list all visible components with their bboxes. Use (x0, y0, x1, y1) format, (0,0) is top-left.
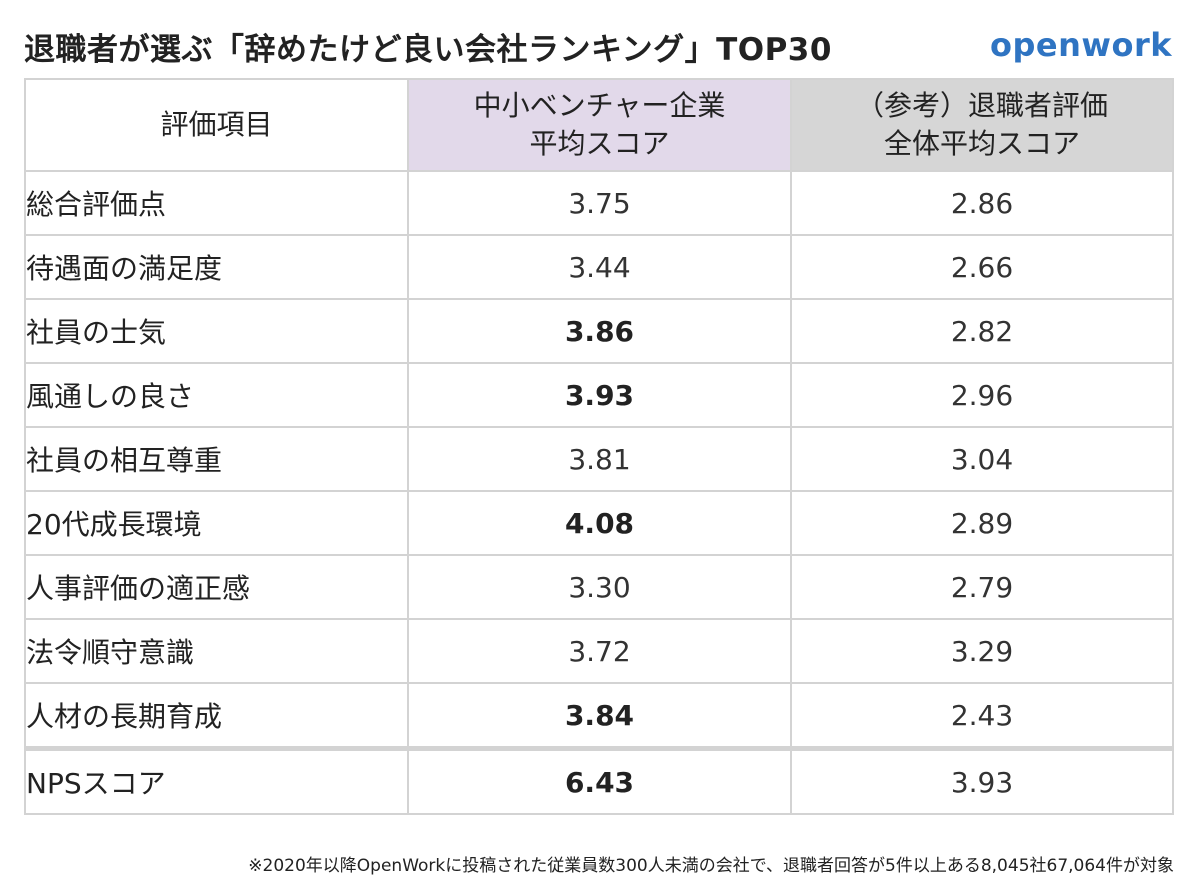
table-header-row: 評価項目 中小ベンチャー企業 平均スコア （参考）退職者評価 全体平均スコア (24, 78, 1174, 172)
table-row: 社員の相互尊重 3.81 3.04 (24, 426, 1174, 492)
venture-score: 3.30 (407, 554, 792, 620)
venture-score: 3.81 (407, 426, 792, 492)
venture-score: 3.84 (407, 682, 792, 750)
header-item-label: 評価項目 (160, 108, 273, 141)
overall-score: 2.82 (790, 298, 1174, 364)
overall-score: 3.04 (790, 426, 1174, 492)
openwork-logo: openwork (990, 26, 1172, 64)
row-label: 風通しの良さ (24, 362, 409, 428)
table-row: 総合評価点 3.75 2.86 (24, 170, 1174, 236)
row-label: 法令順守意識 (24, 618, 409, 684)
table-row: 20代成長環境 4.08 2.89 (24, 490, 1174, 556)
table-row: 法令順守意識 3.72 3.29 (24, 618, 1174, 684)
table-row: 社員の士気 3.86 2.82 (24, 298, 1174, 364)
overall-score: 3.93 (790, 746, 1174, 815)
footnote: ※2020年以降OpenWorkに投稿された従業員数300人未満の会社で、退職者… (248, 856, 1174, 876)
row-label: NPSスコア (24, 746, 409, 815)
header-venture-line2: 平均スコア (529, 127, 670, 160)
venture-score: 3.93 (407, 362, 792, 428)
page-title: 退職者が選ぶ「辞めたけど良い会社ランキング」TOP30 (24, 32, 832, 68)
venture-score: 3.72 (407, 618, 792, 684)
venture-score: 4.08 (407, 490, 792, 556)
row-label: 社員の士気 (24, 298, 409, 364)
overall-score: 3.29 (790, 618, 1174, 684)
venture-score: 6.43 (407, 746, 792, 815)
table-row-nps: NPSスコア 6.43 3.93 (24, 746, 1174, 815)
overall-score: 2.89 (790, 490, 1174, 556)
row-label: 20代成長環境 (24, 490, 409, 556)
row-label: 人材の長期育成 (24, 682, 409, 750)
header-venture-average: 中小ベンチャー企業 平均スコア (407, 78, 792, 172)
row-label: 社員の相互尊重 (24, 426, 409, 492)
overall-score: 2.86 (790, 170, 1174, 236)
table-row: 待遇面の満足度 3.44 2.66 (24, 234, 1174, 300)
table-row: 人事評価の適正感 3.30 2.79 (24, 554, 1174, 620)
overall-score: 2.43 (790, 682, 1174, 750)
table-row: 風通しの良さ 3.93 2.96 (24, 362, 1174, 428)
overall-score: 2.96 (790, 362, 1174, 428)
overall-score: 2.66 (790, 234, 1174, 300)
header-overall-line1: （参考）退職者評価 (855, 89, 1108, 122)
venture-score: 3.86 (407, 298, 792, 364)
row-label: 総合評価点 (24, 170, 409, 236)
header-overall-line2: 全体平均スコア (883, 127, 1080, 160)
score-comparison-table: 評価項目 中小ベンチャー企業 平均スコア （参考）退職者評価 全体平均スコア 総… (24, 78, 1174, 815)
header-evaluation-item: 評価項目 (24, 78, 409, 172)
header-overall-average: （参考）退職者評価 全体平均スコア (790, 78, 1174, 172)
header-venture-line1: 中小ベンチャー企業 (473, 89, 726, 122)
row-label: 人事評価の適正感 (24, 554, 409, 620)
row-label: 待遇面の満足度 (24, 234, 409, 300)
table-row: 人材の長期育成 3.84 2.43 (24, 682, 1174, 750)
venture-score: 3.75 (407, 170, 792, 236)
venture-score: 3.44 (407, 234, 792, 300)
overall-score: 2.79 (790, 554, 1174, 620)
